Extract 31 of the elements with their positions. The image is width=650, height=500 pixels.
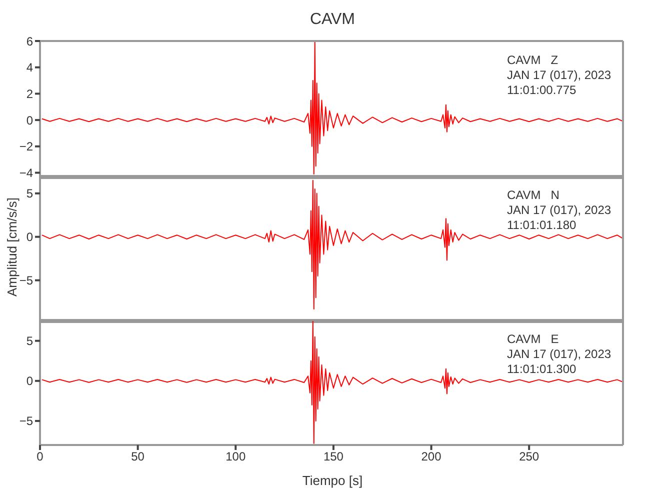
x-tick-label: 250 xyxy=(519,450,540,464)
y-tick-label: 0 xyxy=(26,113,34,128)
annotation: 11:01:01.180 xyxy=(507,218,578,233)
y-tick-label: 5 xyxy=(26,334,34,348)
y-tick-label: 5 xyxy=(26,186,34,201)
y-tick-label: 0 xyxy=(26,230,34,244)
y-tick-label: 4 xyxy=(26,60,34,75)
line-series xyxy=(41,180,623,310)
y-tick-label: 6 xyxy=(26,34,34,48)
x-tick-label: 100 xyxy=(226,450,246,464)
annotation: CAVM E xyxy=(507,332,560,347)
x-tick-label: 50 xyxy=(131,450,145,464)
annotation: 11:01:00.775 xyxy=(507,83,578,98)
annotation: CAVM N xyxy=(507,188,560,203)
x-axis-title: Tiempo [s] xyxy=(301,473,364,488)
x-tick-label: 200 xyxy=(421,450,442,464)
y-tick-label: −4 xyxy=(19,166,34,180)
y-tick-label: 0 xyxy=(26,374,34,388)
annotation: JAN 17 (017), 2023 xyxy=(507,203,612,218)
y-axis-title: Amplitud [cm/s/s] xyxy=(4,198,20,296)
annotation: JAN 17 (017), 2023 xyxy=(507,68,612,83)
y-tick-label: −5 xyxy=(19,414,34,428)
x-tick-label: 0 xyxy=(36,450,44,464)
annotation: 11:01:01.300 xyxy=(507,362,578,377)
x-tick-label: 150 xyxy=(323,450,344,464)
y-tick-label: −2 xyxy=(19,140,34,154)
annotation: CAVM Z xyxy=(507,53,560,68)
chart-title: CAVM xyxy=(308,11,356,29)
annotation: JAN 17 (017), 2023 xyxy=(507,347,612,362)
y-tick-label: −5 xyxy=(19,274,34,288)
y-tick-label: 2 xyxy=(26,86,34,101)
